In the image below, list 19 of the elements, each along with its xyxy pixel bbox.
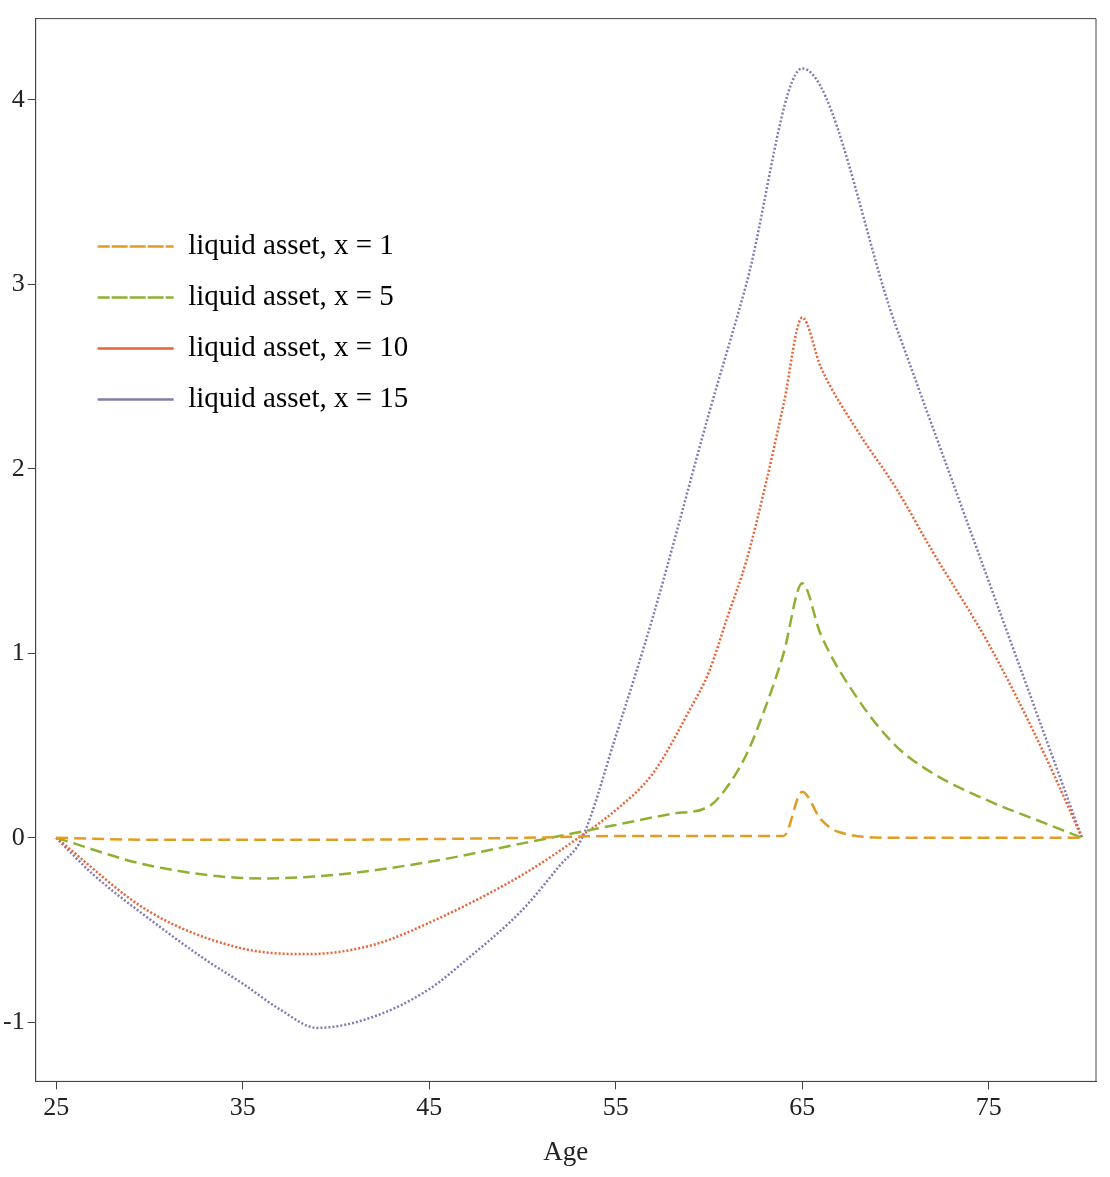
legend-label: liquid asset, x = 15 (188, 381, 409, 414)
line-series (54, 316, 1084, 956)
y-tick-label: 2 (11, 452, 25, 482)
y-tick-label: 3 (11, 268, 25, 298)
x-axis-title: Age (543, 1135, 589, 1166)
y-tick-label: 1 (11, 637, 25, 667)
x-tick-label: 75 (975, 1091, 1002, 1121)
y-tick-label: 4 (11, 83, 25, 113)
x-tick-label: 55 (602, 1091, 629, 1121)
legend-label: liquid asset, x = 5 (188, 279, 394, 312)
legend-label: liquid asset, x = 1 (188, 228, 394, 261)
x-tick-label: 25 (43, 1091, 70, 1121)
x-tick-label: 35 (229, 1091, 256, 1121)
x-tick-label: 45 (416, 1091, 443, 1121)
line-series (54, 581, 1084, 880)
y-tick-label: 0 (11, 821, 25, 851)
legend-label: liquid asset, x = 10 (188, 330, 409, 363)
x-tick-label: 65 (789, 1091, 816, 1121)
y-tick-label: -1 (2, 1006, 25, 1036)
